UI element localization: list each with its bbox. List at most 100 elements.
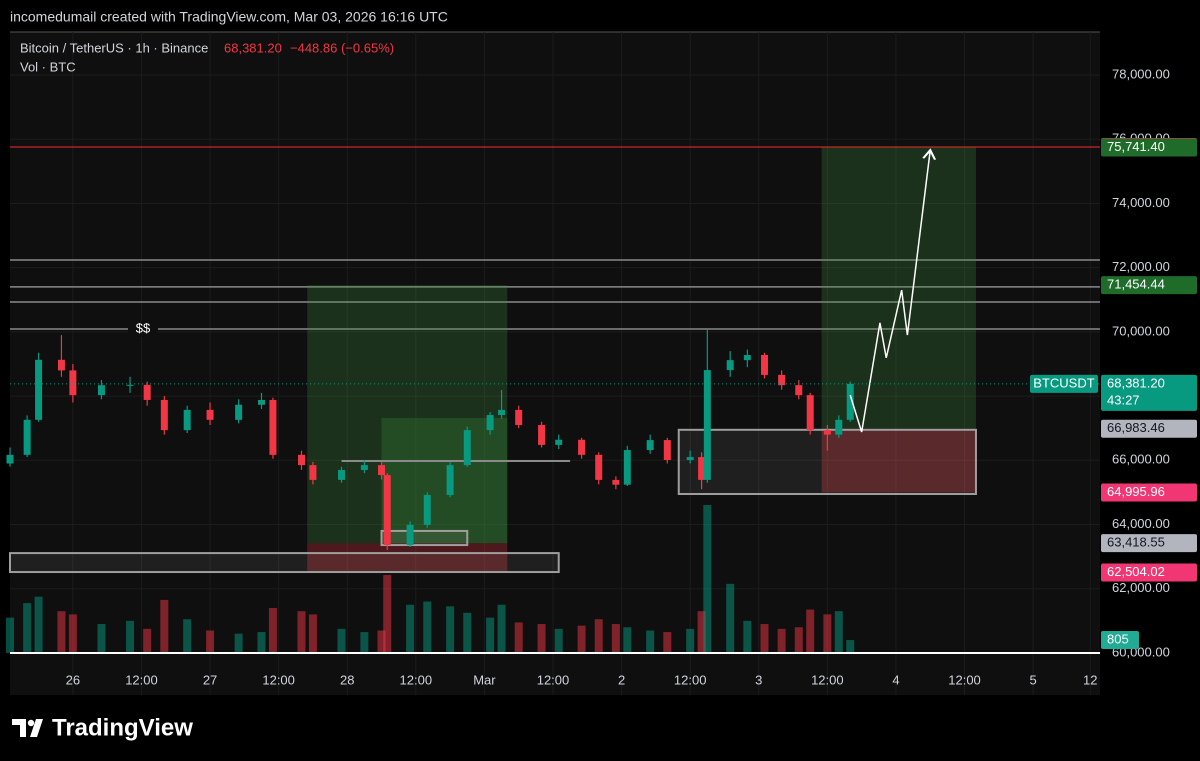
y-tick-label: 62,000.00 [1112, 580, 1170, 595]
candle-body [206, 409, 214, 420]
x-tick-label: 12:00 [262, 672, 295, 687]
volume-bar [497, 604, 506, 653]
symbol: Bitcoin / TetherUS · 1h · Binance [20, 40, 208, 55]
x-tick-label: 28 [340, 672, 354, 687]
candle-body [835, 419, 843, 435]
level-note-bg [128, 320, 158, 337]
candle-body [160, 399, 168, 431]
price-label-bg [1101, 374, 1197, 411]
position-loss [307, 543, 508, 573]
x-tick-label: 12:00 [811, 672, 844, 687]
volume-bar [160, 599, 169, 653]
candle-body [269, 399, 277, 455]
x-tick-label: 5 [1030, 672, 1037, 687]
price-label: 62,504.02 [1107, 564, 1165, 579]
volume-bar [34, 596, 43, 653]
candle-body [338, 469, 346, 480]
volume-bar [777, 628, 786, 653]
logo-text: TradingView [52, 714, 193, 741]
candle-body [686, 457, 694, 460]
volume-bar [406, 604, 415, 653]
ticker: BTCUSDT [1033, 375, 1094, 390]
volume [6, 505, 1100, 654]
x-tick-label: 12:00 [674, 672, 707, 687]
ticker-bg [1030, 374, 1098, 393]
volume-bar [794, 627, 803, 653]
volume-bar [126, 620, 135, 653]
price-label-bg [1101, 563, 1197, 582]
volume-bar [823, 614, 832, 653]
candle-body [143, 384, 151, 400]
candle-body [486, 415, 494, 431]
volume-bar [308, 614, 317, 653]
price-label: 63,418.55 [1107, 535, 1165, 550]
volume-bar [726, 583, 735, 653]
volume-bar [257, 632, 266, 653]
y-tick-label: 66,000.00 [1112, 452, 1170, 467]
volume-bar [206, 630, 215, 653]
x-tick-label: 26 [66, 672, 80, 687]
candles [6, 329, 854, 551]
grid [10, 32, 1100, 695]
candle-body [846, 383, 854, 420]
candle-body [806, 395, 814, 431]
volume-bar [760, 624, 769, 653]
x-tick-label: 12:00 [125, 672, 158, 687]
volume-bar [623, 627, 632, 653]
candle-body [378, 465, 386, 476]
volume-title: Vol · BTC [20, 59, 76, 74]
candle-body [663, 440, 671, 460]
candle-body [778, 374, 786, 386]
candle-body [309, 465, 317, 480]
candle-body [446, 465, 454, 495]
volume-bar [743, 620, 752, 653]
volume-bar [554, 628, 563, 653]
logo-icon [12, 719, 43, 737]
candle-body [612, 479, 620, 485]
volume-bar [446, 606, 455, 653]
axes: 60,000.0062,000.0064,000.0066,000.0068,0… [66, 66, 1197, 687]
candle-body [423, 494, 431, 525]
x-tick-label: 4 [892, 672, 899, 687]
volume-bar [6, 617, 14, 653]
candle-body [57, 359, 65, 371]
volume-bar [697, 611, 706, 653]
volume-bar [143, 628, 152, 653]
candle-body [578, 439, 586, 455]
volume-bar [834, 611, 843, 653]
candle-body [538, 424, 546, 445]
candle-body [383, 475, 391, 546]
candle-body [183, 409, 191, 431]
volume-bar [68, 614, 77, 653]
candle-body [646, 440, 654, 451]
volume-bar [360, 632, 369, 653]
zone [380, 529, 469, 547]
position-profit [307, 285, 508, 544]
level-note: $$ [136, 320, 151, 335]
price-label-bg [1101, 138, 1197, 157]
volume-bar [594, 619, 603, 653]
candle-body [515, 409, 523, 425]
volume-label-bg [1101, 631, 1139, 650]
price-label: 64,995.96 [1107, 484, 1165, 499]
logo: TradingView [12, 714, 193, 741]
countdown: 43:27 [1107, 392, 1140, 407]
price-label: 68,381.20 [1107, 375, 1165, 390]
volume-bar [663, 632, 672, 653]
volume-label: 805 [1107, 631, 1129, 646]
x-tick-label: 12 [1083, 672, 1097, 687]
price-label-bg [1101, 483, 1197, 502]
candle-body [698, 457, 706, 480]
zone [381, 417, 508, 544]
candle-body [743, 354, 751, 361]
overlay [10, 150, 1100, 433]
volume-bar [537, 624, 546, 653]
zone [9, 552, 560, 574]
y-tick-label: 72,000.00 [1112, 259, 1170, 274]
volume-bar [268, 607, 277, 653]
price-change: −448.86 (−0.65%) [290, 40, 394, 55]
x-tick-label: 12:00 [948, 672, 981, 687]
price-label-bg [1101, 276, 1197, 295]
last-price: 68,381.20 [224, 40, 282, 55]
